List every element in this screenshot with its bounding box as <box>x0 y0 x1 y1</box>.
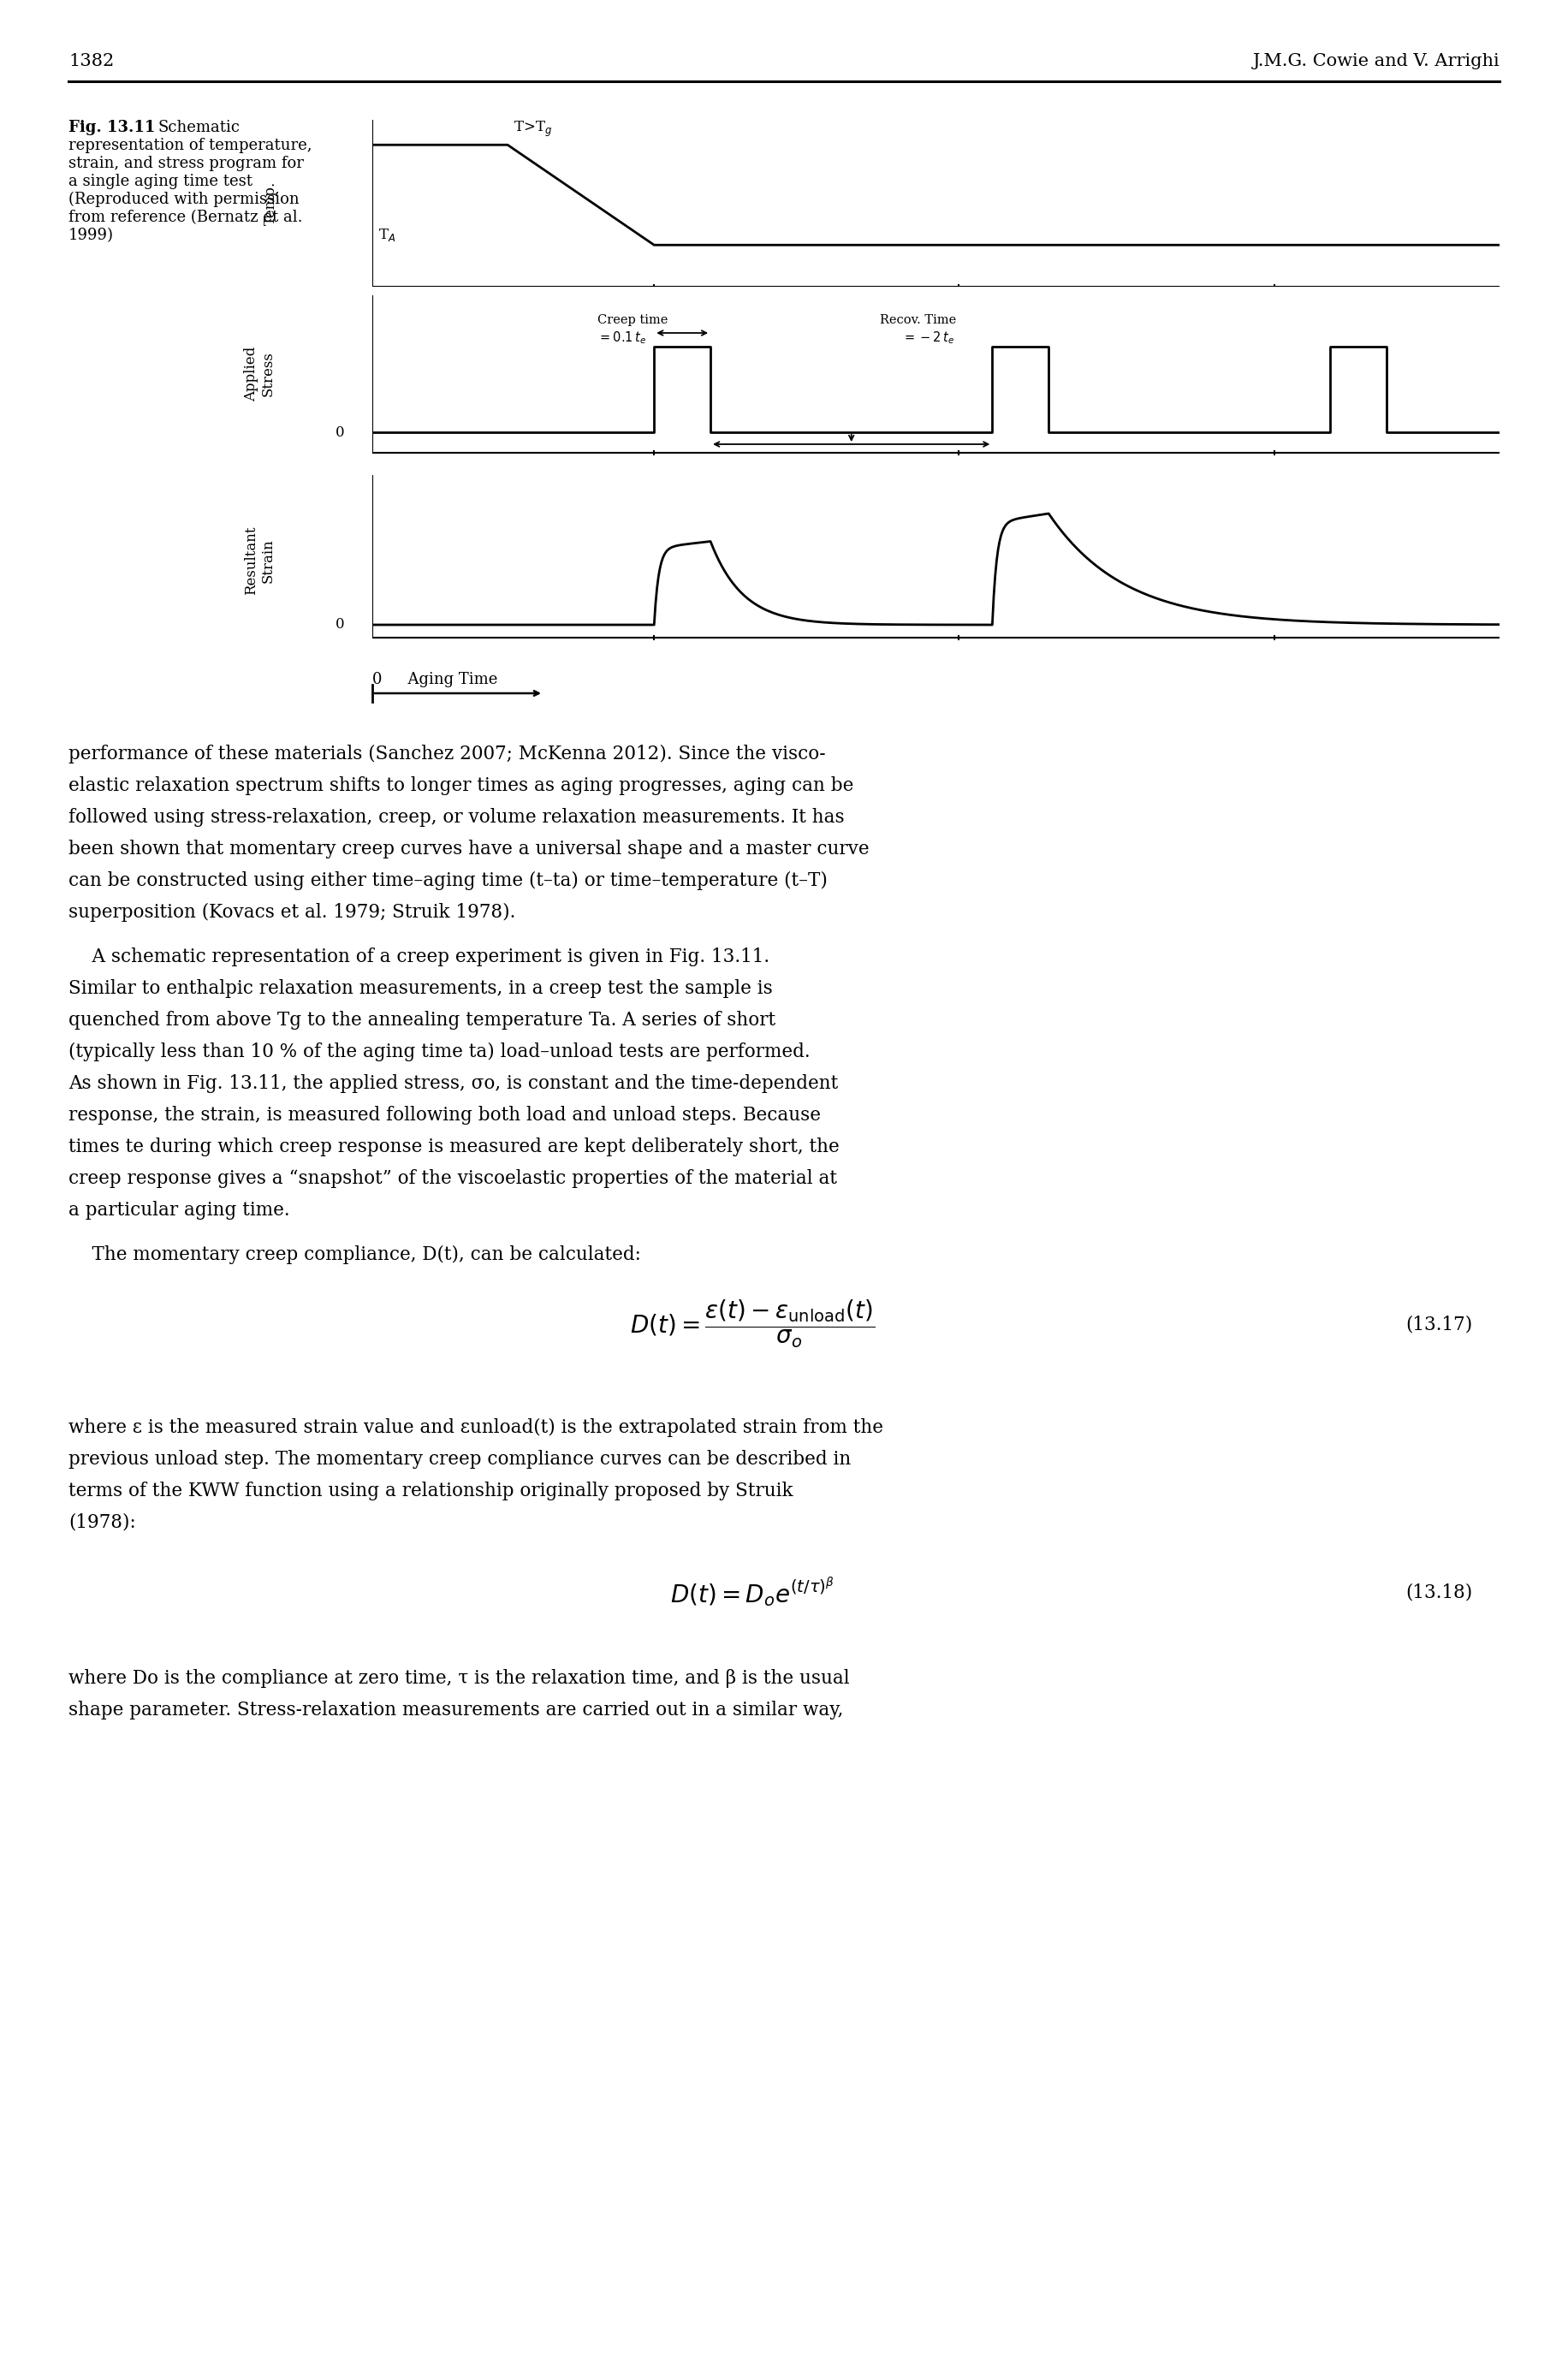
Text: Resultant
Strain: Resultant Strain <box>245 525 276 594</box>
Text: The momentary creep compliance, D(t), can be calculated:: The momentary creep compliance, D(t), ca… <box>69 1245 641 1264</box>
Text: strain, and stress program for: strain, and stress program for <box>69 157 304 171</box>
Text: (13.18): (13.18) <box>1405 1582 1472 1601</box>
Text: T$_A$: T$_A$ <box>378 226 395 242</box>
Text: $D(t) = D_o e^{(t/\tau)^{\beta}}$: $D(t) = D_o e^{(t/\tau)^{\beta}}$ <box>671 1575 834 1609</box>
Text: (1978):: (1978): <box>69 1514 136 1533</box>
Text: superposition (Kovacs et al. 1979; Struik 1978).: superposition (Kovacs et al. 1979; Strui… <box>69 903 516 922</box>
Text: $= -2\,t_e$: $= -2\,t_e$ <box>902 330 955 345</box>
Text: shape parameter. Stress-relaxation measurements are carried out in a similar way: shape parameter. Stress-relaxation measu… <box>69 1701 844 1720</box>
Text: (13.17): (13.17) <box>1405 1314 1472 1333</box>
Text: Similar to enthalpic relaxation measurements, in a creep test the sample is: Similar to enthalpic relaxation measurem… <box>69 979 773 998</box>
Text: Creep time: Creep time <box>597 314 668 326</box>
Text: 1999): 1999) <box>69 228 114 242</box>
Text: from reference (Bernatz et al.: from reference (Bernatz et al. <box>69 209 303 226</box>
Text: Temp.: Temp. <box>263 181 278 226</box>
Text: $= 0.1\,t_e$: $= 0.1\,t_e$ <box>597 330 646 345</box>
Text: where Do is the compliance at zero time, τ is the relaxation time, and β is the : where Do is the compliance at zero time,… <box>69 1668 850 1687</box>
Text: 0: 0 <box>336 618 343 632</box>
Text: As shown in Fig. 13.11, the applied stress, σo, is constant and the time-depende: As shown in Fig. 13.11, the applied stre… <box>69 1074 839 1093</box>
Text: response, the strain, is measured following both load and unload steps. Because: response, the strain, is measured follow… <box>69 1105 820 1124</box>
Text: been shown that momentary creep curves have a universal shape and a master curve: been shown that momentary creep curves h… <box>69 839 869 858</box>
Text: a particular aging time.: a particular aging time. <box>69 1200 290 1219</box>
Text: Applied
Stress: Applied Stress <box>245 347 276 402</box>
Text: times te during which creep response is measured are kept deliberately short, th: times te during which creep response is … <box>69 1138 839 1157</box>
Text: Recov. Time: Recov. Time <box>880 314 956 326</box>
Text: Aging Time: Aging Time <box>398 672 497 687</box>
Text: elastic relaxation spectrum shifts to longer times as aging progresses, aging ca: elastic relaxation spectrum shifts to lo… <box>69 777 853 796</box>
Text: (Reproduced with permission: (Reproduced with permission <box>69 192 299 207</box>
Text: can be constructed using either time–aging time (t–ta) or time–temperature (t–T): can be constructed using either time–agi… <box>69 872 828 891</box>
Text: quenched from above Tg to the annealing temperature Ta. A series of short: quenched from above Tg to the annealing … <box>69 1010 776 1029</box>
Text: representation of temperature,: representation of temperature, <box>69 138 312 152</box>
Text: followed using stress-relaxation, creep, or volume relaxation measurements. It h: followed using stress-relaxation, creep,… <box>69 808 845 827</box>
Text: performance of these materials (Sanchez 2007; McKenna 2012). Since the visco-: performance of these materials (Sanchez … <box>69 744 826 763</box>
Text: creep response gives a “snapshot” of the viscoelastic properties of the material: creep response gives a “snapshot” of the… <box>69 1169 837 1188</box>
Text: terms of the KWW function using a relationship originally proposed by Struik: terms of the KWW function using a relati… <box>69 1483 793 1499</box>
Text: Schematic: Schematic <box>158 119 240 135</box>
Text: 0: 0 <box>336 425 343 440</box>
Text: 0: 0 <box>372 672 383 687</box>
Text: 1382: 1382 <box>69 52 114 69</box>
Text: a single aging time test: a single aging time test <box>69 173 252 190</box>
Text: A schematic representation of a creep experiment is given in Fig. 13.11.: A schematic representation of a creep ex… <box>69 948 770 967</box>
Text: previous unload step. The momentary creep compliance curves can be described in: previous unload step. The momentary cree… <box>69 1449 851 1468</box>
Text: Fig. 13.11: Fig. 13.11 <box>69 119 155 135</box>
Text: (typically less than 10 % of the aging time ta) load–unload tests are performed.: (typically less than 10 % of the aging t… <box>69 1043 811 1062</box>
Text: $D(t) = \dfrac{\varepsilon(t) - \varepsilon_{\mathrm{unload}}(t)}{\sigma_o}$: $D(t) = \dfrac{\varepsilon(t) - \varepsi… <box>630 1297 875 1350</box>
Text: where ε is the measured strain value and εunload(t) is the extrapolated strain f: where ε is the measured strain value and… <box>69 1418 883 1437</box>
Text: T>T$_g$: T>T$_g$ <box>513 119 552 138</box>
Text: J.M.G. Cowie and V. Arrighi: J.M.G. Cowie and V. Arrighi <box>1253 52 1499 69</box>
